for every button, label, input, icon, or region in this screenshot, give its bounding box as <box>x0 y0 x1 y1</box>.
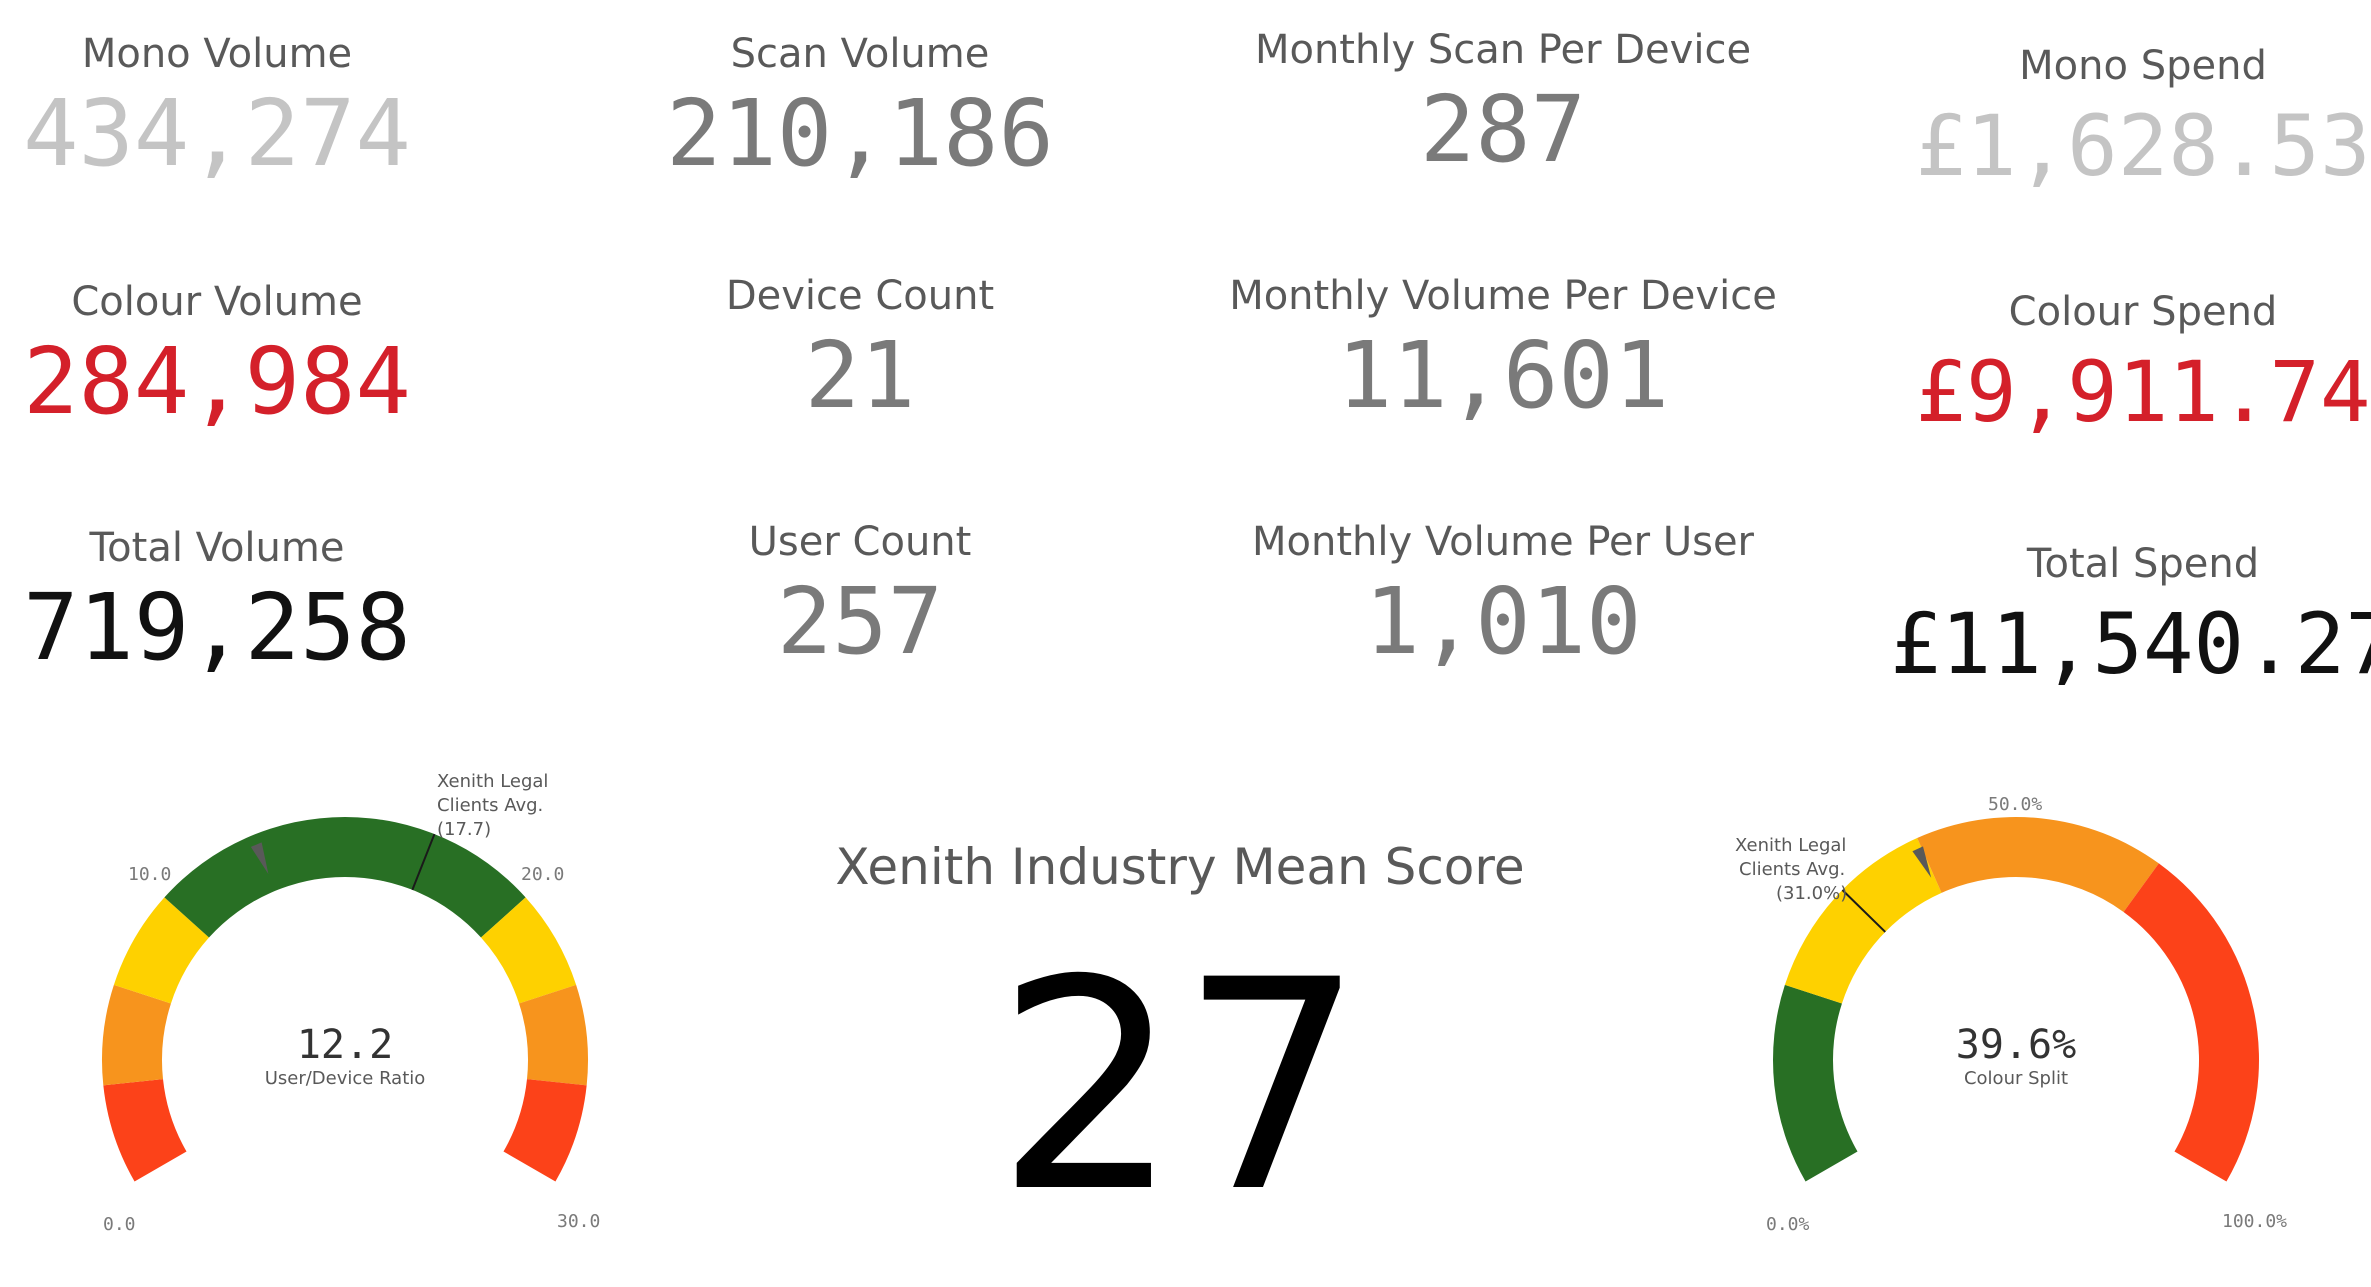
gauge-band-0 <box>103 1079 187 1182</box>
reference-label-line1: Xenith Legal <box>1735 835 1846 856</box>
tick-label-min: 0.0 <box>103 1214 136 1235</box>
gauge-band-4 <box>480 897 577 1004</box>
industry-score-value: 27 <box>995 919 1365 1256</box>
gauge-bands <box>1773 817 2259 1182</box>
gauge-band-2 <box>113 897 210 1004</box>
kpi-scan-volume: Scan Volume 210,186 <box>540 30 1180 186</box>
kpi-value: 11,601 <box>1336 322 1670 429</box>
kpi-value: 21 <box>804 322 916 429</box>
gauge-band-0 <box>1773 984 1858 1182</box>
tick-label-max: 100.0% <box>2222 1211 2287 1232</box>
gauge-needle <box>1912 846 1932 878</box>
gauge-band-6 <box>503 1079 587 1182</box>
reference-label-line3: (17.7) <box>437 819 491 840</box>
kpi-label: Monthly Volume Per User <box>1252 519 1754 565</box>
kpi-total-spend: Total Spend £11,540.27 <box>1823 540 2371 696</box>
gauge-band-3 <box>2123 863 2259 1182</box>
kpi-colour-spend: Colour Spend £9,911.74 <box>1823 288 2371 444</box>
kpi-label: Device Count <box>725 273 995 319</box>
kpi-label: Total Volume <box>89 525 345 571</box>
kpi-monthly-volume-per-device: Monthly Volume Per Device 11,601 <box>1183 272 1823 428</box>
gauge-label: Colour Split <box>1964 1068 2068 1089</box>
reference-marker <box>1841 889 1886 933</box>
industry-score-title: Xenith Industry Mean Score <box>835 838 1525 896</box>
reference-label-line2: Clients Avg. <box>1739 859 1845 880</box>
tick-label-min: 0.0% <box>1766 1214 1810 1235</box>
kpi-user-count: User Count 257 <box>540 518 1180 674</box>
kpi-value: 719,258 <box>23 574 411 681</box>
kpi-value: £1,628.53 <box>1915 97 2371 195</box>
gauge-band-2 <box>1917 817 2159 912</box>
kpi-label: Colour Spend <box>2008 289 2278 335</box>
gauge-needle <box>250 842 269 875</box>
gauge-value: 12.2 <box>297 1022 393 1068</box>
gauge-band-1 <box>102 984 171 1086</box>
kpi-label: Monthly Volume Per Device <box>1229 273 1777 319</box>
kpi-monthly-scan-per-device: Monthly Scan Per Device 287 <box>1183 26 1823 182</box>
reference-label-line3: (31.0%) <box>1776 883 1847 904</box>
tick-label-20: 20.0 <box>521 864 564 885</box>
kpi-label: User Count <box>748 519 972 565</box>
kpi-value: 284,984 <box>23 328 411 435</box>
tick-label-10: 10.0 <box>128 864 171 885</box>
kpi-device-count: Device Count 21 <box>540 272 1180 428</box>
kpi-label: Mono Volume <box>81 31 353 77</box>
kpi-value: 1,010 <box>1364 568 1642 675</box>
tick-label-max: 30.0 <box>557 1211 600 1232</box>
kpi-label: Monthly Scan Per Device <box>1254 27 1752 73</box>
kpi-mono-spend: Mono Spend £1,628.53 <box>1823 42 2371 198</box>
kpi-value: £9,911.74 <box>1915 343 2371 441</box>
gauge-band-5 <box>519 984 588 1086</box>
kpi-value: 434,274 <box>23 80 411 187</box>
kpi-mono-volume: Mono Volume 434,274 <box>0 30 537 186</box>
gauge-user-device-ratio: 0.0 10.0 20.0 30.0 Xenith Legal Clients … <box>102 771 600 1235</box>
reference-label-line2: Clients Avg. <box>437 795 543 816</box>
kpi-label: Mono Spend <box>2019 43 2267 89</box>
reference-label-line1: Xenith Legal <box>437 771 548 792</box>
kpi-label: Scan Volume <box>730 31 990 77</box>
kpi-value: 287 <box>1419 76 1587 183</box>
kpi-colour-volume: Colour Volume 284,984 <box>0 278 537 434</box>
gauge-band-1 <box>1784 838 1942 1004</box>
kpi-label: Total Spend <box>2026 541 2260 587</box>
kpi-label: Colour Volume <box>71 279 363 325</box>
kpi-total-volume: Total Volume 719,258 <box>0 524 537 680</box>
kpi-value: £11,540.27 <box>1890 595 2371 693</box>
reference-marker <box>411 833 436 891</box>
kpi-monthly-volume-per-user: Monthly Volume Per User 1,010 <box>1183 518 1823 674</box>
kpi-value: 257 <box>776 568 944 675</box>
kpi-value: 210,186 <box>666 80 1054 187</box>
gauge-value: 39.6% <box>1956 1022 2076 1068</box>
tick-label-mid: 50.0% <box>1988 794 2042 815</box>
gauge-label: User/Device Ratio <box>265 1068 426 1089</box>
